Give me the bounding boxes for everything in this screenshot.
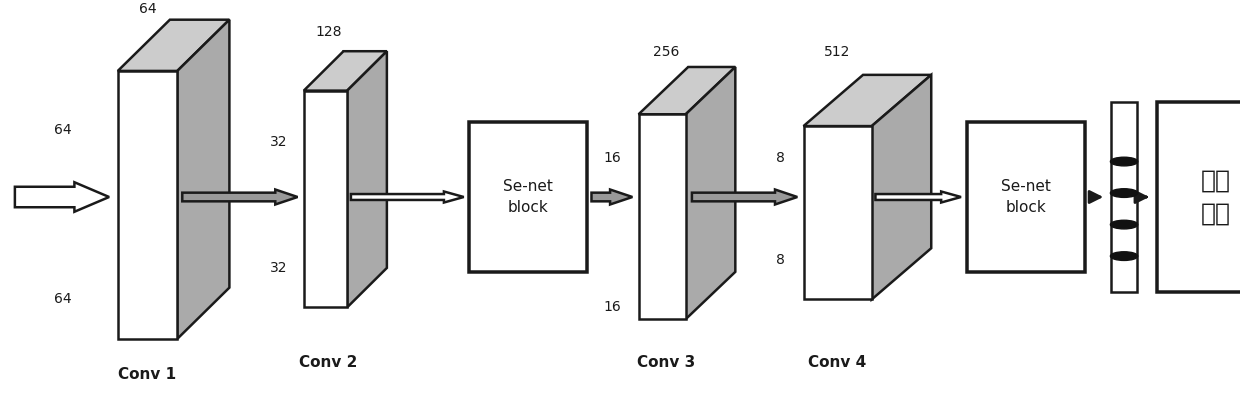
Polygon shape bbox=[177, 20, 229, 339]
Text: 32: 32 bbox=[270, 135, 288, 149]
Polygon shape bbox=[967, 122, 1085, 272]
Text: 8: 8 bbox=[776, 151, 785, 165]
Polygon shape bbox=[875, 191, 961, 203]
Text: Conv 4: Conv 4 bbox=[808, 355, 866, 370]
Polygon shape bbox=[872, 75, 931, 299]
Polygon shape bbox=[639, 67, 735, 114]
Text: 256: 256 bbox=[652, 45, 680, 59]
Text: 64: 64 bbox=[139, 2, 156, 16]
Text: Se-net
block: Se-net block bbox=[502, 179, 553, 215]
Circle shape bbox=[1110, 157, 1138, 166]
Text: 128: 128 bbox=[315, 25, 342, 39]
Polygon shape bbox=[182, 190, 298, 204]
Polygon shape bbox=[692, 190, 797, 204]
Text: 64: 64 bbox=[55, 292, 72, 307]
Polygon shape bbox=[639, 114, 686, 319]
Polygon shape bbox=[469, 122, 587, 272]
Text: 对抗
损失: 对抗 损失 bbox=[1200, 168, 1231, 226]
Polygon shape bbox=[304, 91, 347, 307]
Polygon shape bbox=[15, 182, 109, 212]
Circle shape bbox=[1110, 189, 1138, 197]
Polygon shape bbox=[118, 20, 229, 71]
Text: Conv 2: Conv 2 bbox=[299, 355, 358, 370]
Polygon shape bbox=[804, 126, 872, 299]
Text: 16: 16 bbox=[604, 300, 621, 314]
Polygon shape bbox=[351, 191, 464, 203]
Polygon shape bbox=[347, 51, 387, 307]
Text: 512: 512 bbox=[823, 45, 851, 59]
Text: Conv 1: Conv 1 bbox=[119, 367, 176, 382]
Polygon shape bbox=[804, 75, 931, 126]
Text: Conv 3: Conv 3 bbox=[637, 355, 694, 370]
Text: 16: 16 bbox=[604, 151, 621, 165]
Text: 32: 32 bbox=[270, 261, 288, 275]
Text: 8: 8 bbox=[776, 253, 785, 267]
Circle shape bbox=[1110, 252, 1138, 260]
Circle shape bbox=[1110, 220, 1138, 229]
Polygon shape bbox=[686, 67, 735, 319]
Polygon shape bbox=[304, 51, 387, 91]
Polygon shape bbox=[1157, 102, 1240, 292]
Text: 64: 64 bbox=[55, 123, 72, 137]
Text: Se-net
block: Se-net block bbox=[1001, 179, 1052, 215]
Polygon shape bbox=[118, 71, 177, 339]
Polygon shape bbox=[591, 190, 632, 204]
Polygon shape bbox=[1111, 102, 1137, 292]
